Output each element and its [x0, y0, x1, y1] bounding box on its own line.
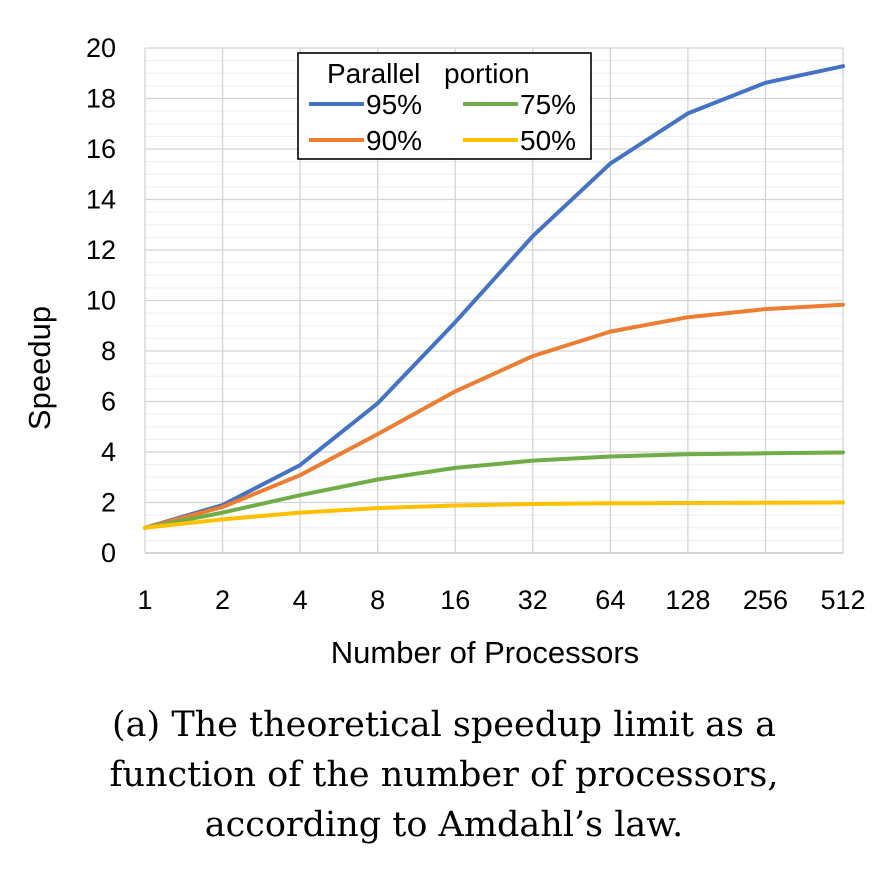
y-tick-label: 14 — [86, 185, 116, 215]
series-line-95-pct — [143, 64, 845, 530]
x-tick-label: 32 — [518, 585, 548, 615]
caption-line: according to Amdahl’s law. — [204, 805, 684, 845]
legend-label: 50% — [520, 125, 576, 156]
caption-line: (a) The theoretical speedup limit as a — [112, 705, 776, 745]
x-tick-label: 512 — [820, 585, 865, 615]
caption-line: function of the number of processors, — [109, 755, 779, 795]
y-tick-label: 20 — [86, 33, 116, 63]
legend-label: 90% — [366, 125, 422, 156]
figure-caption: (a) The theoretical speedup limit as a f… — [0, 700, 888, 850]
y-tick-label: 6 — [101, 387, 116, 417]
y-tick-labels: 0 2 4 6 8 10 12 14 16 18 20 — [86, 33, 116, 568]
legend-label: 95% — [366, 89, 422, 120]
x-axis-title: Number of Processors — [331, 635, 639, 670]
y-tick-label: 18 — [86, 84, 116, 114]
legend-label: 75% — [520, 89, 576, 120]
legend-entries: 95% 75% 90% 50% — [309, 89, 576, 156]
x-tick-label: 64 — [595, 585, 625, 615]
x-tick-label: 128 — [665, 585, 710, 615]
y-tick-label: 8 — [101, 336, 116, 366]
x-tick-label: 256 — [743, 585, 788, 615]
x-tick-label: 4 — [293, 585, 308, 615]
y-tick-label: 10 — [86, 286, 116, 316]
legend-title-word-1: Parallel — [327, 58, 420, 89]
x-tick-label: 2 — [215, 585, 230, 615]
series-line-90-pct — [143, 302, 845, 530]
x-tick-label: 1 — [137, 585, 152, 615]
x-tick-labels: 1 2 4 8 16 32 64 128 256 512 — [137, 585, 865, 615]
x-tick-label: 8 — [370, 585, 385, 615]
y-axis-title: Speedup — [22, 306, 57, 430]
grid-lines — [144, 47, 844, 554]
series-line-75-pct — [143, 450, 845, 530]
y-tick-label: 12 — [86, 235, 116, 265]
y-tick-label: 4 — [101, 437, 116, 467]
legend-title-word-2: portion — [444, 58, 530, 89]
y-tick-label: 0 — [101, 538, 116, 568]
series-lines — [143, 64, 845, 530]
x-tick-label: 16 — [440, 585, 470, 615]
y-tick-label: 2 — [101, 488, 116, 518]
series-line-50-pct — [143, 500, 845, 530]
legend: Parallel portion 95% 75% 90% 50% — [297, 52, 592, 160]
y-tick-label: 16 — [86, 134, 116, 164]
